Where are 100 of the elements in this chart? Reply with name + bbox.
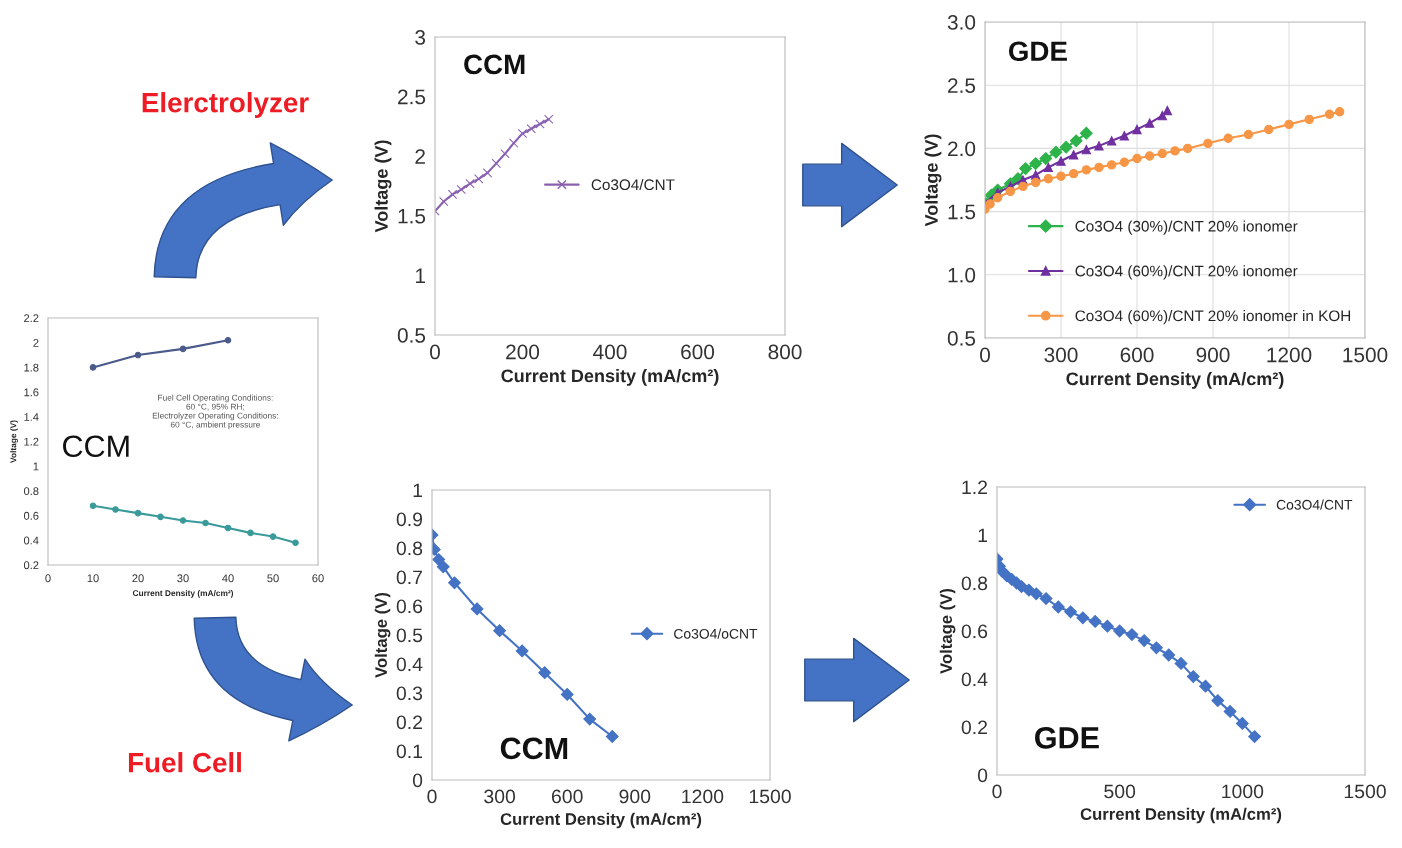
y-tick-label: 1.4 bbox=[24, 413, 39, 421]
annotation: GDE bbox=[1035, 727, 1099, 749]
y-tick-label: 2 bbox=[415, 149, 425, 164]
y-tick-label: 0.5 bbox=[396, 628, 423, 643]
point bbox=[1059, 140, 1073, 154]
point bbox=[247, 529, 254, 537]
y-tick-label: 1.5 bbox=[948, 204, 976, 220]
point bbox=[134, 351, 142, 359]
point bbox=[179, 517, 187, 524]
x-tick-label: 20 bbox=[132, 574, 144, 583]
point bbox=[1106, 136, 1117, 146]
y-tick-label: 1.2 bbox=[24, 437, 39, 446]
x-tick-label: 900 bbox=[619, 789, 651, 804]
point bbox=[112, 506, 119, 513]
point bbox=[447, 189, 458, 200]
point bbox=[583, 712, 597, 726]
point bbox=[1029, 587, 1043, 601]
y-tick-label: 0 bbox=[412, 773, 423, 788]
legend-label: Co3O4 (60%)/CNT 20% ionomer in KOH bbox=[1075, 310, 1351, 325]
point bbox=[1223, 704, 1237, 718]
point bbox=[432, 553, 446, 567]
y-axis-title: Voltage (V) bbox=[924, 134, 942, 227]
x-tick-label: 60 bbox=[312, 574, 324, 583]
point bbox=[1106, 160, 1117, 170]
x-tick-label: 0 bbox=[45, 574, 51, 583]
point bbox=[535, 119, 545, 129]
annotation: CCM bbox=[464, 54, 525, 75]
point bbox=[1039, 592, 1053, 606]
point bbox=[474, 174, 484, 184]
text: Fuel Cell bbox=[128, 752, 241, 773]
point bbox=[1132, 153, 1142, 164]
annotation: CCM bbox=[500, 737, 568, 760]
annotation: Fuel Cell Operating Conditions: 60 °C, 95% RH; Electrolyzer Operating Conditions: 60 °C, ambient pressure bbox=[152, 394, 278, 430]
point bbox=[1182, 143, 1193, 154]
point bbox=[560, 688, 574, 701]
y-tick-label: 1.0 bbox=[948, 267, 976, 283]
point bbox=[515, 644, 529, 658]
x-axis-title: Current Density (mA/cm²) bbox=[1066, 372, 1284, 389]
point bbox=[1235, 716, 1249, 730]
y-tick-label: 2.0 bbox=[948, 141, 976, 157]
point bbox=[1081, 144, 1092, 155]
point bbox=[1049, 145, 1063, 159]
x-tick-label: 0 bbox=[427, 789, 437, 804]
y-tick-label: 1 bbox=[33, 462, 39, 471]
point bbox=[538, 666, 552, 680]
point bbox=[1137, 634, 1151, 648]
point bbox=[179, 345, 187, 353]
point bbox=[526, 124, 536, 134]
point bbox=[1199, 679, 1212, 693]
point bbox=[491, 158, 501, 169]
y-tick-label: 1.5 bbox=[398, 209, 426, 224]
annotation: CCM bbox=[63, 435, 129, 458]
y-tick-label: 0.9 bbox=[396, 512, 423, 527]
y-tick-label: 1 bbox=[413, 483, 423, 498]
point bbox=[1162, 105, 1173, 116]
point bbox=[1088, 614, 1102, 628]
x-axis-title: Current Density (mA/cm²) bbox=[132, 589, 234, 598]
x-tick-label: 300 bbox=[484, 789, 516, 804]
point bbox=[1056, 156, 1066, 166]
point bbox=[456, 184, 466, 195]
point bbox=[1043, 162, 1054, 173]
y-tick-label: 0.5 bbox=[397, 328, 426, 343]
x-tick-label: 50 bbox=[267, 574, 279, 583]
y-tick-label: 0.4 bbox=[396, 657, 423, 672]
point bbox=[1018, 181, 1028, 192]
point bbox=[1144, 151, 1155, 161]
y-tick-label: 1.2 bbox=[962, 480, 987, 495]
y-tick-label: 0.7 bbox=[396, 570, 422, 585]
y-tick-label: 2.2 bbox=[24, 314, 39, 323]
point bbox=[1051, 600, 1065, 614]
y-tick-label: 0 bbox=[977, 768, 988, 783]
point bbox=[509, 138, 519, 148]
point bbox=[1039, 152, 1053, 165]
point bbox=[1334, 107, 1345, 117]
y-tick-label: 0.2 bbox=[23, 561, 39, 570]
x-tick-label: 40 bbox=[222, 574, 234, 583]
x-tick-label: 0 bbox=[430, 344, 440, 360]
x-tick-label: 600 bbox=[1120, 347, 1154, 363]
point bbox=[1125, 628, 1139, 642]
x-tick-label: 200 bbox=[506, 344, 540, 360]
x-tick-label: 500 bbox=[1104, 784, 1136, 799]
y-tick-label: 1.8 bbox=[24, 363, 39, 372]
point bbox=[1094, 162, 1104, 173]
point bbox=[1264, 124, 1274, 135]
y-tick-label: 1 bbox=[415, 268, 425, 283]
point bbox=[1248, 730, 1262, 744]
point bbox=[1119, 157, 1130, 167]
y-tick-label: 3.0 bbox=[947, 15, 976, 30]
x-tick-label: 1200 bbox=[1267, 347, 1312, 363]
point bbox=[1304, 114, 1314, 125]
legend-label: Co3O4/CNT bbox=[591, 178, 675, 191]
x-axis-title: Current Density (mA/cm²) bbox=[500, 812, 702, 829]
point bbox=[1043, 174, 1054, 184]
point bbox=[1030, 177, 1041, 188]
point bbox=[202, 519, 209, 527]
point bbox=[1064, 605, 1078, 619]
x-tick-label: 30 bbox=[177, 574, 189, 583]
point bbox=[992, 193, 1003, 203]
y-tick-label: 0.8 bbox=[961, 576, 988, 591]
point bbox=[1186, 670, 1200, 684]
